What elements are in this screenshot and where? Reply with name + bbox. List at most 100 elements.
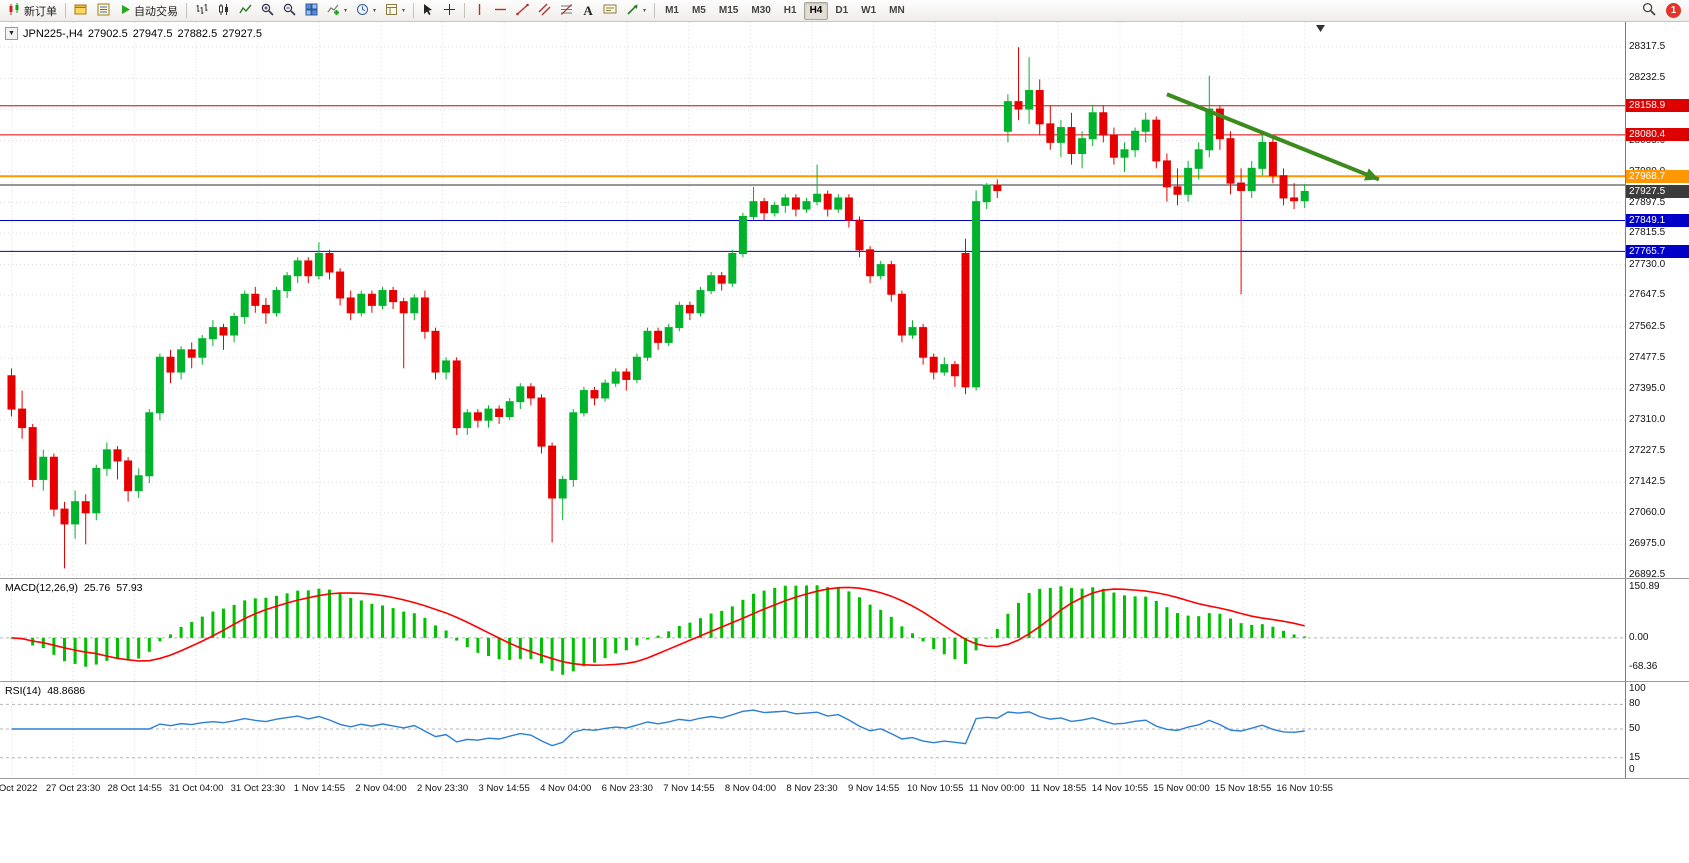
time-axis-label: 15 Nov 00:00 [1153,783,1210,794]
timeframe-m5-button[interactable]: M5 [691,5,706,16]
trendline-button[interactable] [512,1,533,21]
zoom-out-button[interactable] [279,1,300,21]
time-axis-label: 2 Nov 04:00 [355,783,407,794]
tile-windows-button[interactable] [301,1,322,21]
text-label-icon [603,3,617,18]
time-axis-label: 11 Nov 18:55 [1030,783,1087,794]
price-tick: 27060.0 [1629,506,1666,518]
time-axis[interactable]: 27 Oct 2022 27 Oct 23:30 28 Oct 14:55 31 Oc… [0,779,1689,801]
new-order-button[interactable]: 新订单 [4,1,61,21]
rsi-pane[interactable]: RSI(14) 48.8686 [0,682,1625,778]
horizontal-line-button[interactable] [490,1,511,21]
zoom-in-icon [261,3,274,19]
macd-axis-label: 150.89 [1629,581,1660,592]
rsi-axis-label: 15 [1629,751,1641,763]
rsi-axis[interactable]: 100 80 50 15 0 [1625,682,1689,778]
pane-separator [0,778,1689,779]
price-tick: 26975.0 [1629,538,1666,550]
time-axis-label: 1 Nov 14:55 [293,783,346,794]
auto-trading-button[interactable]: 自动交易 [116,1,182,21]
separator [186,3,187,18]
crosshair-button[interactable] [439,1,460,21]
macd-title: MACD(12,26,9) [5,582,78,594]
timeframe-w1-button[interactable]: W1 [861,5,877,16]
channel-button[interactable] [534,1,555,21]
price-axis[interactable]: 28317.528232.528148.028065.027980.027897… [1625,22,1689,578]
time-axis-label: 14 Nov 10:55 [1091,783,1149,794]
market-watch-button[interactable] [93,1,115,21]
cursor-icon [422,3,434,19]
text-label-button[interactable] [599,1,621,21]
main-chart-pane[interactable]: ▼ JPN225-,H4 27902.5 27947.5 27882.5 279… [0,22,1625,578]
macd-value-main: 25.76 [83,582,111,594]
macd-header: MACD(12,26,9) 25.76 57.93 [5,582,143,594]
clock-icon [356,3,369,19]
timeframe-h1-button[interactable]: H1 [783,5,797,16]
collapse-panel-icon[interactable]: ▼ [5,27,18,40]
price-tick: 27395.0 [1629,382,1666,394]
timeframes-clock-button[interactable]: ▾ [352,1,380,21]
text-tool-icon: A [583,3,593,18]
caret-icon: ▾ [344,7,348,14]
templates-button[interactable]: ▾ [381,1,409,21]
candles-chart-button[interactable] [213,1,234,21]
rsi-value: 48.8686 [47,685,86,697]
macd-axis-label: -68.36 [1629,660,1658,672]
time-axis-label: 27 Oct 2022 [0,783,38,794]
caret-icon: ▾ [402,7,406,14]
timeframe-d1-button[interactable]: D1 [835,5,849,16]
zoom-in-button[interactable] [257,1,278,21]
candlestick-plot[interactable] [0,22,1625,578]
time-axis-label: 27 Oct 23:30 [45,783,101,794]
search-button[interactable] [1638,1,1660,21]
line-chart-button[interactable] [235,1,256,21]
trendline-icon [516,3,529,19]
separator [65,3,66,18]
vertical-line-icon [474,3,485,19]
candles-chart-icon [217,3,230,19]
macd-pane[interactable]: MACD(12,26,9) 25.76 57.93 [0,579,1625,681]
pane-separator[interactable] [0,681,1689,682]
indicators-plus-icon [327,3,340,19]
fibonacci-button[interactable] [556,1,577,21]
caret-icon: ▾ [643,7,647,14]
level-price-badge: 27765.7 [1626,244,1689,258]
macd-axis[interactable]: 150.89 0.00 -68.36 [1625,579,1689,681]
charts-window-button[interactable] [70,1,92,21]
ohlc-high: 27947.5 [132,27,173,40]
vertical-line-button[interactable] [469,1,489,21]
text-button[interactable]: A [578,1,598,21]
time-axis-label: 15 Nov 18:55 [1214,783,1272,794]
auto-trading-play-icon [120,4,131,18]
rsi-plot[interactable] [0,682,1625,778]
arrows-tool-icon [626,3,639,19]
timeframe-m1-button[interactable]: M1 [665,5,679,16]
price-tick: 27477.5 [1629,352,1666,364]
pane-separator[interactable] [0,578,1689,579]
macd-plot[interactable] [0,579,1625,681]
chart-window-icon [74,3,88,19]
timeframe-h4-button[interactable]: H4 [803,1,829,20]
toolbar-right: 1 [1638,1,1685,21]
cursor-button[interactable] [418,1,438,21]
current-price-badge: 27927.5 [1626,184,1689,198]
arrows-tool-button[interactable]: ▾ [622,1,650,21]
chart-ohlc-header: ▼ JPN225-,H4 27902.5 27947.5 27882.5 279… [5,27,262,40]
search-icon [1642,2,1656,19]
price-tick: 27815.5 [1629,226,1666,238]
time-axis-label: 9 Nov 14:55 [848,783,900,794]
ohlc-low: 27882.5 [177,27,218,40]
price-tick: 28317.5 [1629,41,1666,52]
time-axis-label: 3 Nov 14:55 [478,783,530,794]
timeframe-m15-button[interactable]: M15 [718,5,739,16]
bars-chart-button[interactable] [191,1,212,21]
time-axis-label: 31 Oct 04:00 [169,783,224,794]
timeframe-m30-button[interactable]: M30 [751,5,771,16]
price-tick: 28232.5 [1629,72,1666,84]
timeframe-mn-button[interactable]: MN [889,5,905,16]
notification-badge[interactable]: 1 [1666,3,1681,18]
symbol-timeframe-label: JPN225-,H4 [23,27,83,40]
chart-window: ▼ JPN225-,H4 27902.5 27947.5 27882.5 279… [0,22,1689,863]
new-order-label: 新订单 [24,5,57,18]
indicators-button[interactable]: ▾ [323,1,351,21]
